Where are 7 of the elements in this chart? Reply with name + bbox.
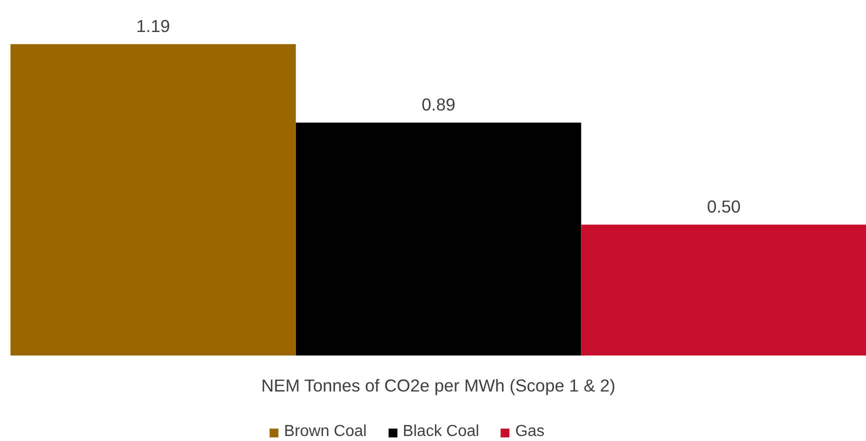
data-label: 0.89 — [422, 94, 456, 115]
legend-label: Gas — [515, 423, 545, 441]
data-label: 0.50 — [706, 196, 741, 217]
legend-label: Brown Coal — [284, 423, 367, 441]
x-axis-title: NEM Tonnes of CO2e per MWh (Scope 1 & 2) — [261, 376, 616, 396]
legend-label: Black Coal — [402, 423, 480, 441]
data-label: 1.19 — [136, 16, 170, 36]
